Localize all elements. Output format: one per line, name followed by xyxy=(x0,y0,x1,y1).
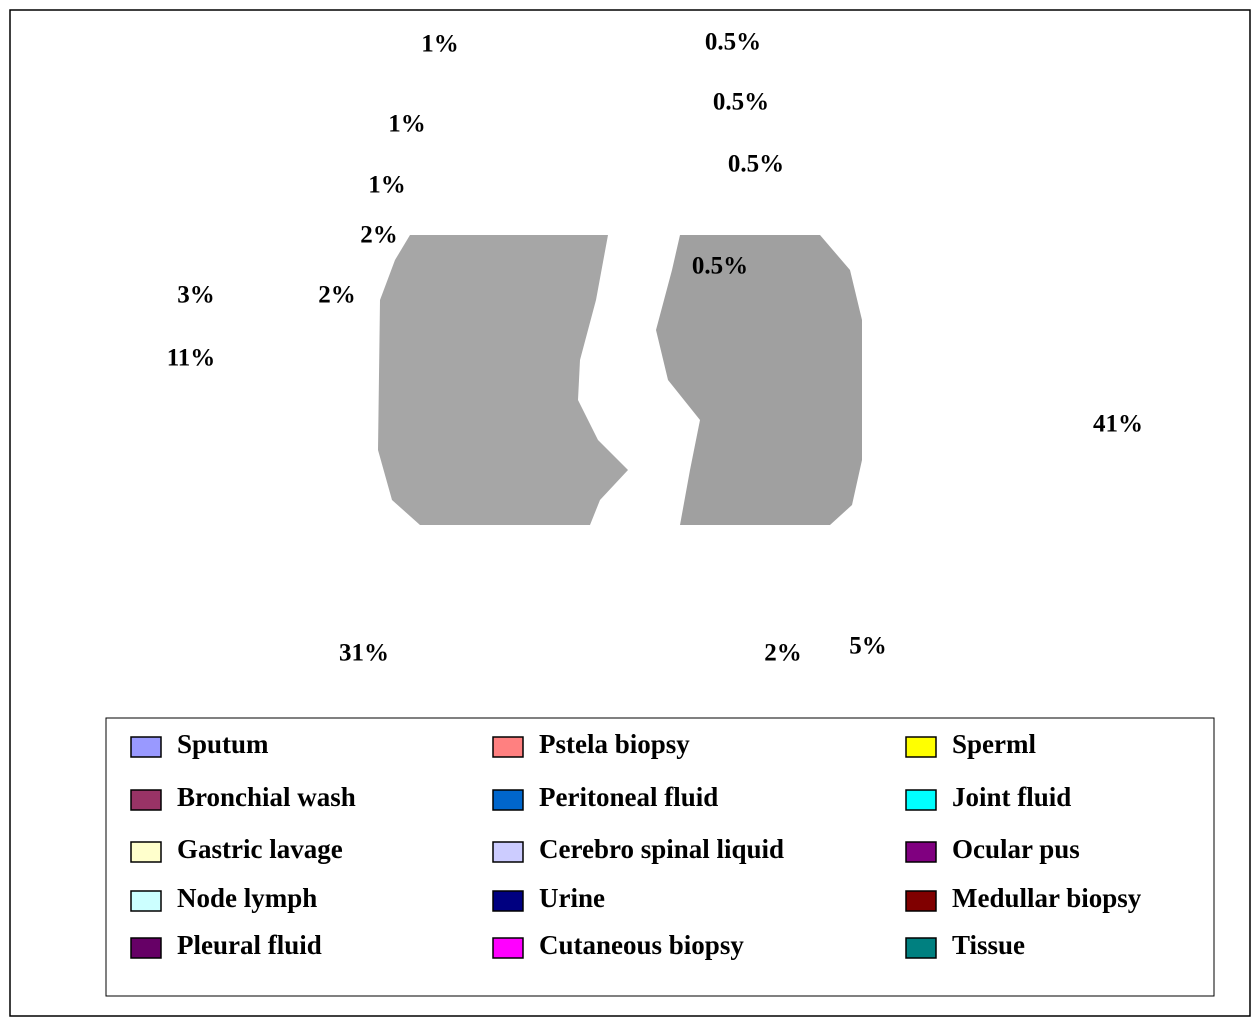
legend-label: Pstela biopsy xyxy=(539,729,690,759)
data-label: 41% xyxy=(1093,411,1143,438)
legend-label: Ocular pus xyxy=(952,834,1080,864)
data-label: 2% xyxy=(360,222,398,249)
legend-swatch xyxy=(906,891,936,911)
page: {"chart_data": {"type": "pie", "categori… xyxy=(0,0,1257,1022)
data-label: 2% xyxy=(764,640,802,667)
legend-label: Medullar biopsy xyxy=(952,883,1142,913)
legend-swatch xyxy=(131,938,161,958)
legend-swatch xyxy=(493,737,523,757)
data-label: 0.5% xyxy=(692,253,748,280)
legend-label: Joint fluid xyxy=(952,782,1071,812)
data-label: 0.5% xyxy=(705,29,761,56)
data-label: 2% xyxy=(318,282,356,309)
data-label: 5% xyxy=(849,633,887,660)
data-label: 0.5% xyxy=(713,89,769,116)
legend-label: Sputum xyxy=(177,729,269,759)
legend-label: Pleural fluid xyxy=(177,930,322,960)
legend-swatch xyxy=(906,790,936,810)
chart: 41% 31% 11% 5% 3% 2% 2% 2% 1% 1% 1% 0.5% 0.5% 0.5% 0.5… xyxy=(0,0,1257,1022)
legend-label: Bronchial wash xyxy=(177,782,356,812)
legend-label: Cutaneous biopsy xyxy=(539,930,744,960)
legend-swatch xyxy=(131,842,161,862)
legend-label: Tissue xyxy=(952,930,1025,960)
legend-label: Gastric lavage xyxy=(177,834,343,864)
data-label: 1% xyxy=(368,172,406,199)
legend-swatch xyxy=(906,938,936,958)
legend-swatch xyxy=(493,842,523,862)
legend-swatch xyxy=(131,790,161,810)
data-label: 31% xyxy=(339,640,389,667)
legend-label: Peritoneal fluid xyxy=(539,782,718,812)
legend-swatch xyxy=(131,891,161,911)
legend-swatch xyxy=(131,737,161,757)
legend-swatch xyxy=(493,891,523,911)
legend-label: Cerebro spinal liquid xyxy=(539,834,784,864)
lung-image xyxy=(378,235,862,525)
legend-swatch xyxy=(906,842,936,862)
data-label: 0.5% xyxy=(728,151,784,178)
data-label: 3% xyxy=(177,282,215,309)
legend-label: Sperml xyxy=(952,729,1036,759)
legend-swatch xyxy=(493,790,523,810)
legend-label: Urine xyxy=(539,883,605,913)
legend-label: Node lymph xyxy=(177,883,317,913)
data-label: 1% xyxy=(388,111,426,138)
data-label: 11% xyxy=(167,345,216,372)
legend-swatch xyxy=(906,737,936,757)
legend-swatch xyxy=(493,938,523,958)
data-label: 1% xyxy=(421,31,459,58)
